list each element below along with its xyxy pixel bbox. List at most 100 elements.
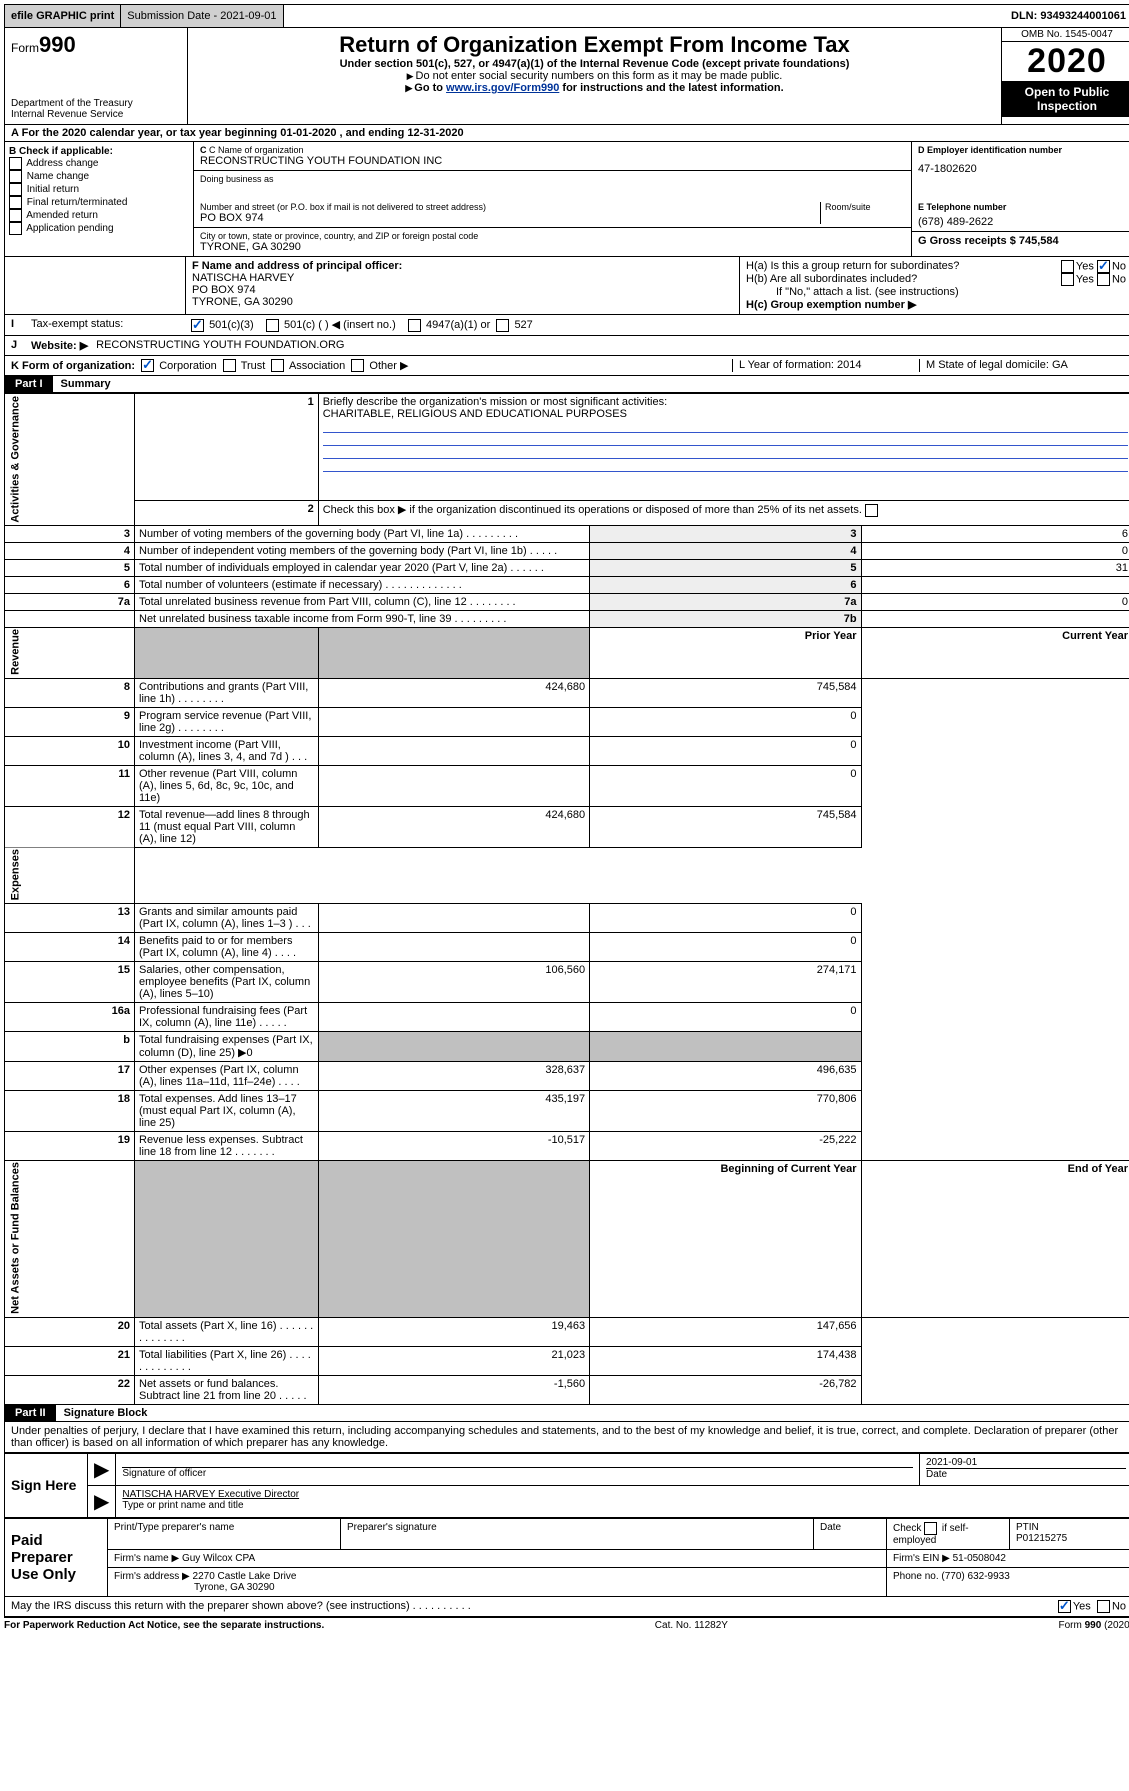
officer-addr: PO BOX 974 <box>192 284 733 296</box>
website-label: Website: ▶ <box>31 339 88 352</box>
paid-preparer-label: Paid Preparer Use Only <box>5 1518 108 1596</box>
end-year-header: End of Year <box>861 1160 1129 1317</box>
prior-year-header: Prior Year <box>590 627 861 678</box>
dba-label: Doing business as <box>200 174 905 184</box>
side-netassets: Net Assets or Fund Balances <box>5 1160 135 1317</box>
room-label: Room/suite <box>825 202 905 212</box>
ein-label: D Employer identification number <box>918 145 1126 155</box>
hb-no-checkbox[interactable] <box>1097 273 1110 286</box>
irs-link[interactable]: www.irs.gov/Form990 <box>446 82 559 94</box>
c-name-label: C Name of organization <box>209 145 304 155</box>
city-value: TYRONE, GA 30290 <box>200 241 905 253</box>
corp-checkbox[interactable] <box>141 359 154 372</box>
open-to-public: Open to Public Inspection <box>1002 81 1129 117</box>
firm-ein-label: Firm's EIN ▶ <box>893 1553 950 1564</box>
officer-city: TYRONE, GA 30290 <box>192 296 733 308</box>
firm-name: Guy Wilcox CPA <box>182 1553 255 1564</box>
discuss-yes-checkbox[interactable] <box>1058 1600 1071 1613</box>
boxb-checkbox[interactable] <box>9 222 22 235</box>
h-a: H(a) Is this a group return for subordin… <box>746 260 1126 273</box>
sign-arrow-icon-2: ▶ <box>88 1485 116 1517</box>
tax-year: 2020 <box>1002 42 1129 81</box>
ha-no-checkbox[interactable] <box>1097 260 1110 273</box>
part2-header: Part II Signature Block <box>4 1405 1129 1422</box>
q2-checkbox[interactable] <box>865 504 878 517</box>
hb-yes-checkbox[interactable] <box>1061 273 1074 286</box>
other-checkbox[interactable] <box>351 359 364 372</box>
footer-left: For Paperwork Reduction Act Notice, see … <box>4 1620 324 1631</box>
firm-phone: (770) 632-9933 <box>941 1571 1009 1582</box>
discuss-text: May the IRS discuss this return with the… <box>11 1600 1058 1613</box>
part2-label: Part II <box>5 1405 56 1421</box>
department: Department of the Treasury Internal Reve… <box>11 98 181 120</box>
current-year-header: Current Year <box>861 627 1129 678</box>
efile-print-button[interactable]: efile GRAPHIC print <box>5 5 121 27</box>
side-revenue: Revenue <box>5 627 135 678</box>
501c-checkbox[interactable] <box>266 319 279 332</box>
row-j: J Website: ▶ RECONSTRUCTING YOUTH FOUNDA… <box>4 336 1129 356</box>
sign-date-label: Date <box>926 1468 1126 1480</box>
summary-table: Activities & Governance 1 Briefly descri… <box>4 393 1129 1405</box>
boxb-checkbox[interactable] <box>9 209 22 222</box>
h-b: H(b) Are all subordinates included? Yes … <box>746 273 1126 286</box>
officer-label: F Name and address of principal officer: <box>192 260 733 272</box>
501c3-checkbox[interactable] <box>191 319 204 332</box>
submission-date: Submission Date - 2021-09-01 <box>121 5 283 27</box>
discuss-no-checkbox[interactable] <box>1097 1600 1110 1613</box>
street-address: PO BOX 974 <box>200 212 820 224</box>
preparer-name-label: Print/Type preparer's name <box>108 1518 341 1549</box>
side-expenses: Expenses <box>5 847 135 903</box>
h-c: H(c) Group exemption number ▶ <box>746 298 1126 311</box>
box-b-heading: B Check if applicable: <box>9 146 189 157</box>
part1-label: Part I <box>5 376 53 392</box>
preparer-sig-label: Preparer's signature <box>341 1518 814 1549</box>
sign-arrow-icon: ▶ <box>88 1453 116 1485</box>
officer-name-title: NATISCHA HARVEY Executive Director <box>122 1489 1126 1500</box>
q2: Check this box ▶ if the organization dis… <box>323 504 862 516</box>
omb-number: OMB No. 1545-0047 <box>1002 28 1129 42</box>
box-b: B Check if applicable: Address change Na… <box>5 142 194 256</box>
boxb-checkbox[interactable] <box>9 183 22 196</box>
form-number: Form990 <box>11 32 181 58</box>
tax-exempt-label: Tax-exempt status: <box>31 318 191 332</box>
officer-name: NATISCHA HARVEY <box>192 272 733 284</box>
527-checkbox[interactable] <box>496 319 509 332</box>
form-prefix: Form <box>11 41 39 55</box>
top-bar: efile GRAPHIC print Submission Date - 20… <box>4 4 1129 28</box>
q1-value: CHARITABLE, RELIGIOUS AND EDUCATIONAL PU… <box>323 408 1128 420</box>
website-value: RECONSTRUCTING YOUTH FOUNDATION.ORG <box>96 339 344 352</box>
row-a-tax-year: A For the 2020 calendar year, or tax yea… <box>4 125 1129 142</box>
dln: DLN: 93493244001061 <box>1005 5 1129 27</box>
form-subtitle: Under section 501(c), 527, or 4947(a)(1)… <box>194 58 995 70</box>
firm-ein: 51-0508042 <box>953 1553 1006 1564</box>
form-note1: Do not enter social security numbers on … <box>194 70 995 82</box>
gross-receipts: G Gross receipts $ 745,584 <box>912 232 1129 250</box>
assoc-checkbox[interactable] <box>271 359 284 372</box>
footer-cat: Cat. No. 11282Y <box>655 1620 728 1631</box>
type-name-label: Type or print name and title <box>122 1500 1126 1511</box>
boxb-checkbox[interactable] <box>9 170 22 183</box>
sig-officer-label: Signature of officer <box>122 1467 913 1479</box>
boxb-checkbox[interactable] <box>9 196 22 209</box>
form-title: Return of Organization Exempt From Incom… <box>194 32 995 58</box>
self-employed-label: Check <box>893 1523 924 1534</box>
row-klm: K Form of organization: Corporation Trus… <box>4 356 1129 377</box>
boxb-checkbox[interactable] <box>9 157 22 170</box>
part1-title: Summary <box>53 376 119 392</box>
phone-label: E Telephone number <box>918 202 1126 212</box>
4947-checkbox[interactable] <box>408 319 421 332</box>
self-employed-checkbox[interactable] <box>924 1522 937 1535</box>
firm-name-label: Firm's name ▶ <box>114 1553 179 1564</box>
firm-addr: 2270 Castle Lake Drive <box>193 1571 297 1582</box>
state-domicile: M State of legal domicile: GA <box>919 359 1126 373</box>
ha-yes-checkbox[interactable] <box>1061 260 1074 273</box>
sign-date: 2021-09-01 <box>926 1457 1126 1468</box>
firm-addr-label: Firm's address ▶ <box>114 1571 190 1582</box>
trust-checkbox[interactable] <box>223 359 236 372</box>
footer: For Paperwork Reduction Act Notice, see … <box>4 1617 1129 1633</box>
ptin-label: PTIN <box>1016 1522 1126 1533</box>
firm-city: Tyrone, GA 30290 <box>194 1582 275 1593</box>
form-header: Form990 Department of the Treasury Inter… <box>4 28 1129 125</box>
year-formation: L Year of formation: 2014 <box>732 359 919 373</box>
discuss-row: May the IRS discuss this return with the… <box>4 1597 1129 1617</box>
